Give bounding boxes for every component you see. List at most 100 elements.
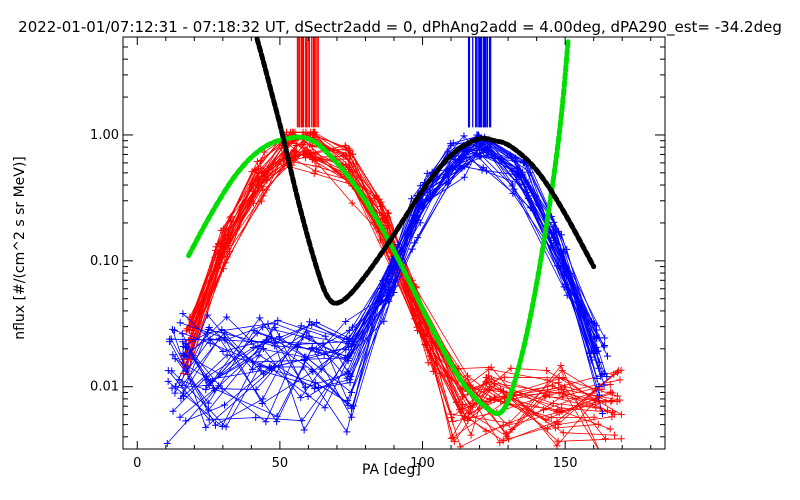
blue-series-line <box>172 156 590 412</box>
red-series-marker <box>557 362 565 370</box>
blue-series-marker <box>378 297 386 305</box>
blue-series-marker <box>205 416 213 424</box>
blue-series-marker <box>343 428 351 436</box>
blue-series-marker <box>349 402 357 410</box>
red-series-marker <box>617 435 625 443</box>
red-series-line <box>185 152 620 439</box>
blue-series-marker <box>343 374 351 382</box>
red-series-marker <box>370 194 378 202</box>
blue-series-marker <box>343 368 351 376</box>
red-series-marker <box>542 416 550 424</box>
blue-series-marker <box>171 382 179 390</box>
red-series-marker <box>606 381 614 389</box>
red-series-line <box>182 134 612 425</box>
red-series-marker <box>558 367 566 375</box>
blue-series-marker <box>169 351 177 359</box>
red-series-marker <box>607 388 615 396</box>
blue-series-marker <box>343 335 351 343</box>
red-series-marker <box>616 376 624 384</box>
blue-series-marker <box>306 318 314 326</box>
blue-series-marker <box>593 348 601 356</box>
blue-series-marker <box>176 413 184 421</box>
blue-series-marker <box>222 423 230 431</box>
blue-series-marker <box>418 198 426 206</box>
blue-series-marker <box>265 364 273 372</box>
blue-series-marker <box>298 417 306 425</box>
blue-series-marker <box>311 379 319 387</box>
blue-series-marker <box>597 372 605 380</box>
blue-series-marker <box>414 234 422 242</box>
blue-series-marker <box>179 310 187 318</box>
blue-series-marker <box>346 379 354 387</box>
blue-series-marker <box>223 313 231 321</box>
red-series-marker <box>248 168 256 176</box>
blue-series-marker <box>169 407 177 415</box>
red-series-marker <box>217 227 225 235</box>
red-series-marker <box>541 393 549 401</box>
blue-series-marker <box>554 262 562 270</box>
y-tick-label: 0.10 <box>90 254 119 269</box>
blue-series-marker <box>603 352 611 360</box>
red-series-line <box>187 151 603 448</box>
red-series-group <box>179 37 625 449</box>
red-series-marker <box>548 382 556 390</box>
blue-series-marker <box>601 334 609 342</box>
red-series-marker <box>341 151 349 159</box>
blue-series-marker <box>223 351 231 359</box>
blue-series-marker <box>512 171 520 179</box>
blue-series-marker <box>560 283 568 291</box>
y-tick-label: 1.00 <box>90 128 119 143</box>
blue-series-marker <box>205 323 213 331</box>
red-series-marker <box>309 156 317 164</box>
blue-series-marker <box>168 367 176 375</box>
red-series-marker <box>303 147 311 155</box>
red-series-marker <box>614 367 622 375</box>
blue-series-marker <box>182 352 190 360</box>
blue-series-marker <box>509 189 517 197</box>
red-series-marker <box>486 395 494 403</box>
blue-series-line <box>182 134 597 370</box>
blue-series-marker <box>219 347 227 355</box>
blue-series-marker <box>463 147 471 155</box>
red-series-marker <box>225 248 233 256</box>
red-series-marker <box>507 364 515 372</box>
red-series-marker <box>607 398 615 406</box>
blue-series-marker <box>202 423 210 431</box>
blue-series-marker <box>249 365 257 373</box>
red-series-marker <box>306 152 314 160</box>
x-axis-label: PA [deg] <box>362 462 421 478</box>
blue-series-line <box>171 143 605 428</box>
blue-series-marker <box>599 410 607 418</box>
x-tick-label: 100 <box>410 456 435 471</box>
blue-series-marker <box>262 418 270 426</box>
red-series-marker <box>561 383 569 391</box>
red-series-marker <box>307 128 315 136</box>
blue-series-marker <box>303 328 311 336</box>
red-series-marker <box>261 168 269 176</box>
red-series-marker <box>540 406 548 414</box>
red-series-marker <box>227 218 235 226</box>
blue-series-marker <box>407 195 415 203</box>
red-series-marker <box>349 150 357 158</box>
chart-title: 2022-01-01/07:12:31 - 07:18:32 UT, dSect… <box>18 18 782 36</box>
red-series-marker <box>458 393 466 401</box>
green-fit-curve <box>186 39 571 417</box>
blue-series-marker <box>595 391 603 399</box>
red-series-marker <box>312 162 320 170</box>
blue-series-marker <box>206 378 214 386</box>
red-series-marker <box>543 366 551 374</box>
blue-series-marker <box>215 382 223 390</box>
red-series-marker <box>613 398 621 405</box>
red-series-marker <box>486 385 494 393</box>
blue-series-marker <box>550 218 558 226</box>
blue-series-marker <box>308 345 316 353</box>
blue-series-marker <box>591 333 599 341</box>
blue-series-marker <box>204 406 212 414</box>
red-series-marker <box>253 158 261 166</box>
blue-series-marker <box>293 342 301 350</box>
red-series-marker <box>590 413 598 421</box>
blue-series-marker <box>297 394 305 402</box>
red-series-marker <box>292 153 300 161</box>
red-series-marker <box>450 438 458 446</box>
red-series-marker <box>617 411 625 419</box>
